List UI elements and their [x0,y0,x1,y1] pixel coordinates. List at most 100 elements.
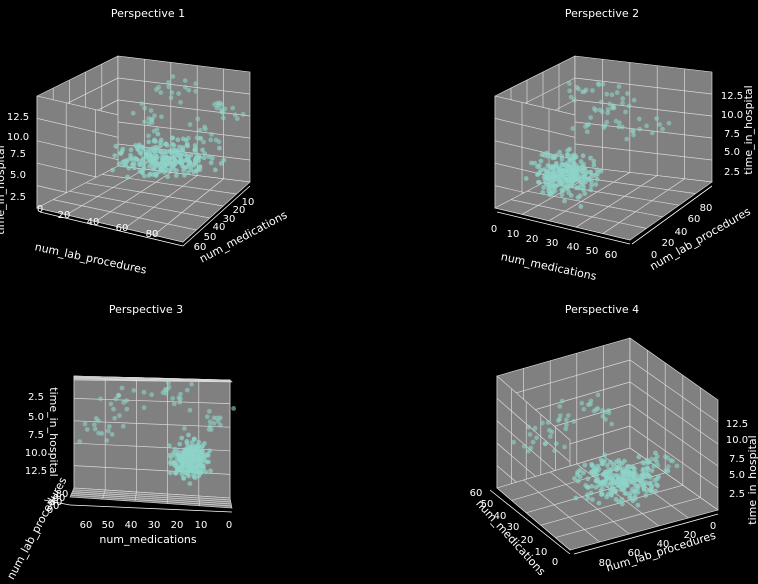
x-tick-label: 40 [567,242,580,253]
scatter-point [201,140,206,145]
scatter-point [600,462,605,467]
scatter-point [588,170,593,175]
scatter-point [575,85,580,90]
scatter-point [182,426,187,431]
scatter-point [85,427,90,432]
y-tick-label: 0 [552,557,558,568]
scatter-point [170,396,175,401]
scatter-point [591,159,596,164]
scatter-point [588,187,593,192]
scatter-point [106,429,111,434]
scatter-point [148,172,153,177]
scatter-point [608,460,613,465]
scatter-point [653,489,658,494]
scatter-point [632,481,637,486]
scatter-point [184,469,189,474]
scatter-point [166,381,171,386]
scatter-point [589,491,594,496]
scatter-point [186,452,191,457]
scatter-point [570,126,575,131]
scatter-point [183,165,188,170]
x-tick-label: 60 [80,520,93,531]
scatter-point [604,92,609,97]
scatter-point [155,127,160,132]
scatter-point [610,92,615,97]
scatter-point [179,436,184,441]
scatter-point [563,171,568,176]
scatter-point [221,116,226,121]
scatter-point [116,393,121,398]
scatter-point [156,132,161,137]
scatter-point [192,148,197,153]
scatter-point [636,455,641,460]
z-tick-label: 12.5 [7,112,29,123]
scatter-point [630,128,635,133]
scatter-point [169,90,174,95]
scatter-point [159,114,164,119]
scatter-point [616,499,621,504]
scatter-point [633,496,638,501]
x-tick-label: 60 [605,250,618,261]
scatter-point [600,408,605,413]
scatter-point [585,129,590,134]
scatter-point [180,148,185,153]
z-tick-label: 10.0 [721,110,743,121]
scatter-point [170,142,175,147]
scatter-point [179,454,184,459]
scatter-point [577,186,582,191]
scatter-point [614,119,619,124]
scatter-point [132,162,137,167]
scatter-point [526,425,531,430]
scatter-point [123,163,128,168]
scatter-point [158,90,163,95]
scatter-point [586,122,591,127]
scatter-point [112,416,117,421]
z-tick-label: 5.0 [28,412,44,423]
z-tick-label: 2.5 [10,192,26,203]
scatter-point [556,418,561,423]
scatter-point [586,496,591,501]
scatter-point [572,153,577,158]
scatter-point [197,453,202,458]
scatter-point [185,141,190,146]
scatter-point [566,183,571,188]
y-axis-label: num_lab_procedures [4,475,69,580]
scatter-point [147,147,152,152]
scatter-point [565,148,570,153]
scatter-point [231,406,236,411]
x-tick-label: 0 [37,204,43,215]
scatter-point [595,406,600,411]
scatter-point [146,140,151,145]
scatter-point [556,170,561,175]
x-tick-label: 80 [146,229,159,240]
scatter-point [623,110,628,115]
z-tick-label: 2.5 [724,167,740,178]
x-tick-label: 0 [226,520,232,531]
scatter-point [170,74,175,79]
scatter-point [142,106,147,111]
z-axis-label: time_in_hospital [0,145,7,234]
scatter-point [652,478,657,483]
scatter-point [648,475,653,480]
scatter-point [93,427,98,432]
scatter-point [192,437,197,442]
scatter-point [183,78,188,83]
scatter-point [209,132,214,137]
scatter-point [603,417,608,422]
scatter-point [213,168,218,173]
scatter-point [534,435,539,440]
scatter-point [597,501,602,506]
scatter-point [578,474,583,479]
scatter-point [625,91,630,96]
scatter-point [564,177,569,182]
scatter-point [197,155,202,160]
scatter-point [142,174,147,179]
scatter-point [202,151,207,156]
scatter-point [188,481,193,486]
x-tick-label: 50 [586,246,599,257]
x-tick-label: 20 [526,234,539,245]
scatter-point [189,468,194,473]
scatter-point [572,476,577,481]
scatter-point [128,153,133,158]
